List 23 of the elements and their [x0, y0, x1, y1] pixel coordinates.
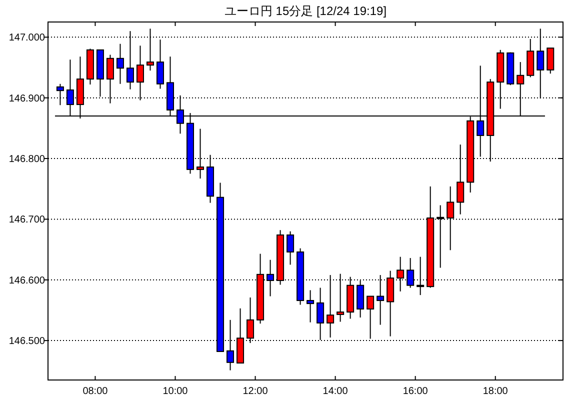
- chart-title: ユーロ円 15分足 [12/24 19:19]: [224, 4, 387, 18]
- y-tick-label: 146.600: [8, 275, 46, 286]
- candlestick: [536, 28, 544, 99]
- x-tick-label: 10:00: [162, 386, 188, 397]
- candlestick: [306, 290, 314, 323]
- x-tick-label: 12:00: [242, 386, 268, 397]
- candlestick: [546, 48, 554, 74]
- y-tick-label: 146.800: [8, 154, 46, 166]
- candlestick: [416, 256, 424, 296]
- candlestick: [316, 287, 324, 340]
- x-tick-label: 14:00: [322, 386, 348, 397]
- candlestick: [116, 43, 124, 84]
- y-tick-label: 147.000: [8, 32, 46, 44]
- y-tick-label: 146.900: [8, 93, 46, 104]
- y-tick-label: 146.700: [8, 214, 46, 226]
- candlestick: [326, 274, 334, 338]
- candlestick: [156, 39, 164, 90]
- x-tick-label: 08:00: [82, 386, 108, 397]
- candlestick: [286, 230, 294, 266]
- x-tick-label: 18:00: [482, 386, 508, 397]
- y-tick-label: 146.500: [8, 336, 46, 348]
- candlestick: [366, 296, 374, 340]
- x-tick-label: 16:00: [402, 386, 428, 397]
